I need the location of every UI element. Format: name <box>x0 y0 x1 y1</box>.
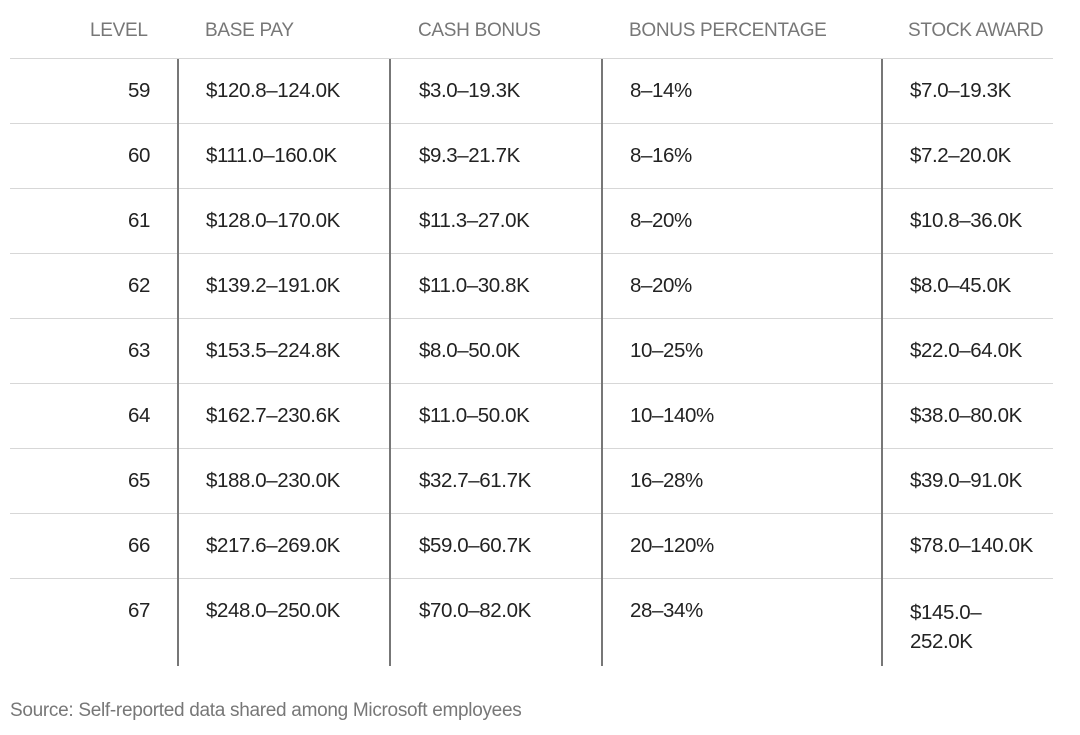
cell-stock-award: $10.8–36.0K <box>910 209 1022 232</box>
cell-stock-award: $39.0–91.0K <box>910 469 1022 492</box>
cell-base-pay: $248.0–250.0K <box>206 599 340 622</box>
cell-bonus-percentage: 28–34% <box>630 599 703 622</box>
cell-level: 66 <box>127 534 150 557</box>
cell-bonus-percentage: 10–140% <box>630 404 714 427</box>
cell-bonus-percentage: 8–20% <box>630 209 692 232</box>
table-row: 64 $162.7–230.6K $11.0–50.0K 10–140% $38.0–8… <box>10 384 1053 449</box>
cell-base-pay: $217.6–269.0K <box>206 534 340 557</box>
cell-bonus-percentage: 8–20% <box>630 274 692 297</box>
column-divider <box>881 59 883 666</box>
cell-level: 61 <box>127 209 150 232</box>
cell-bonus-percentage: 16–28% <box>630 469 703 492</box>
cell-stock-award: $78.0–140.0K <box>910 534 1033 557</box>
header-stock-award: STOCK AWARD <box>908 20 1044 41</box>
cell-level: 65 <box>127 469 150 492</box>
cell-base-pay: $139.2–191.0K <box>206 274 340 297</box>
cell-level: 64 <box>127 404 150 427</box>
column-divider <box>601 59 603 666</box>
cell-base-pay: $111.0–160.0K <box>206 144 337 167</box>
table-row: 61 $128.0–170.0K $11.3–27.0K 8–20% $10.8–36.… <box>10 189 1053 254</box>
cell-level: 59 <box>127 79 150 102</box>
table-row: 66 $217.6–269.0K $59.0–60.7K 20–120% $78.0–1… <box>10 514 1053 579</box>
table-row: 65 $188.0–230.0K $32.7–61.7K 16–28% $39.0–91… <box>10 449 1053 514</box>
cell-base-pay: $128.0–170.0K <box>206 209 340 232</box>
cell-bonus-percentage: 8–14% <box>630 79 692 102</box>
table-row: 62 $139.2–191.0K $11.0–30.8K 8–20% $8.0–45.0… <box>10 254 1053 319</box>
cell-cash-bonus: $9.3–21.7K <box>419 144 520 167</box>
cell-base-pay: $162.7–230.6K <box>206 404 340 427</box>
cell-level: 67 <box>127 599 150 622</box>
cell-base-pay: $188.0–230.0K <box>206 469 340 492</box>
column-divider <box>389 59 391 666</box>
table-row: 63 $153.5–224.8K $8.0–50.0K 10–25% $22.0–64.… <box>10 319 1053 384</box>
cell-stock-award: $8.0–45.0K <box>910 274 1011 297</box>
column-divider <box>177 59 179 666</box>
cell-stock-award: $7.0–19.3K <box>910 79 1011 102</box>
table-row: 60 $111.0–160.0K $9.3–21.7K 8–16% $7.2–20.0K <box>10 124 1053 189</box>
cell-stock-award: $38.0–80.0K <box>910 404 1022 427</box>
table-row: 59 $120.8–124.0K $3.0–19.3K 8–14% $7.0–19.3K <box>10 59 1053 124</box>
compensation-table: LEVEL BASE PAY CASH BONUS BONUS PERCENTA… <box>10 0 1053 671</box>
cell-cash-bonus: $11.3–27.0K <box>419 209 530 232</box>
cell-level: 62 <box>127 274 150 297</box>
table-body: 59 $120.8–124.0K $3.0–19.3K 8–14% $7.0–19.3K… <box>10 59 1053 671</box>
source-note: Source: Self-reported data shared among … <box>10 700 522 721</box>
cell-level: 60 <box>127 144 150 167</box>
table-row: 67 $248.0–250.0K $70.0–82.0K 28–34% $145.0–2… <box>10 579 1053 671</box>
cell-bonus-percentage: 8–16% <box>630 144 692 167</box>
cell-cash-bonus: $70.0–82.0K <box>419 599 531 622</box>
cell-cash-bonus: $3.0–19.3K <box>419 79 520 102</box>
cell-base-pay: $120.8–124.0K <box>206 79 340 102</box>
cell-base-pay: $153.5–224.8K <box>206 339 340 362</box>
cell-stock-award: $7.2–20.0K <box>910 144 1011 167</box>
cell-stock-award: $145.0–252.0K <box>910 601 982 653</box>
cell-cash-bonus: $59.0–60.7K <box>419 534 531 557</box>
cell-level: 63 <box>127 339 150 362</box>
table-header-row: LEVEL BASE PAY CASH BONUS BONUS PERCENTA… <box>10 0 1053 59</box>
cell-cash-bonus: $11.0–30.8K <box>419 274 530 297</box>
header-cash-bonus: CASH BONUS <box>418 20 541 41</box>
header-base-pay: BASE PAY <box>205 20 294 41</box>
cell-bonus-percentage: 20–120% <box>630 534 714 557</box>
cell-bonus-percentage: 10–25% <box>630 339 703 362</box>
cell-cash-bonus: $32.7–61.7K <box>419 469 531 492</box>
header-bonus-percentage: BONUS PERCENTAGE <box>629 20 827 41</box>
header-level: LEVEL <box>90 20 148 41</box>
cell-stock-award: $22.0–64.0K <box>910 339 1022 362</box>
cell-cash-bonus: $11.0–50.0K <box>419 404 530 427</box>
cell-cash-bonus: $8.0–50.0K <box>419 339 520 362</box>
